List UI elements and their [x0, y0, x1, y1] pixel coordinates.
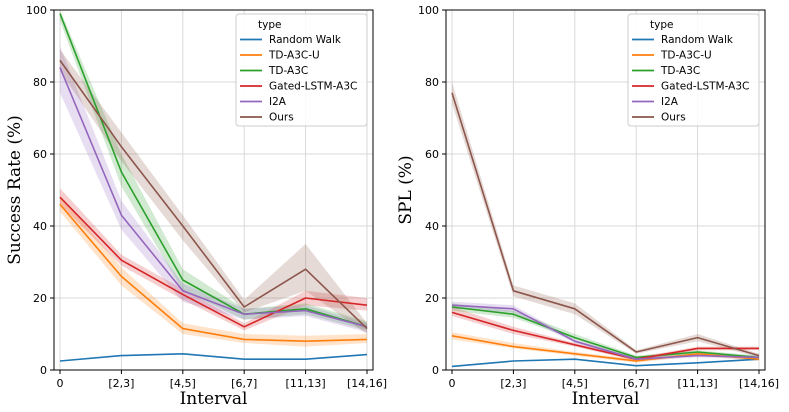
legend-entry: Ours — [269, 112, 294, 124]
x-tick-label: [6,7] — [623, 377, 649, 390]
series-line-i2a — [451, 304, 760, 361]
x-tick-label: [4,5] — [562, 377, 588, 390]
x-tick-label: [11,13] — [286, 377, 326, 390]
x-tick-label: 0 — [449, 377, 456, 390]
y-tick-label: 0 — [432, 364, 439, 377]
y-tick-label: 60 — [33, 148, 47, 161]
plot-frame — [445, 9, 766, 371]
x-axis-label: Interval — [180, 389, 248, 408]
band-td-a3c-u — [60, 195, 367, 347]
x-tick-label: [14,16] — [739, 377, 779, 390]
y-tick-label: 20 — [425, 292, 439, 305]
legend-entry: Ours — [661, 112, 686, 124]
legend-entry: TD-A3C-U — [660, 50, 712, 62]
series-line-gated-lstm-a3c — [451, 311, 759, 361]
legend-title: type — [258, 19, 281, 31]
series-line-random-walk — [59, 352, 368, 362]
series-line-ours — [59, 59, 368, 330]
legend-entry: TD-A3C — [660, 65, 700, 77]
y-tick-label: 60 — [425, 148, 439, 161]
legend-entry: I2A — [269, 96, 287, 108]
y-tick-label: 100 — [26, 4, 47, 17]
legend-entry: Random Walk — [661, 34, 734, 46]
series-line-td-a3c — [451, 306, 760, 359]
y-tick-label: 80 — [425, 76, 439, 89]
legend-box — [627, 13, 760, 127]
series-line-td-a3c — [59, 13, 368, 328]
y-tick-label: 0 — [40, 364, 47, 377]
x-axis-label: Interval — [572, 389, 640, 408]
legend-entry: Random Walk — [269, 34, 342, 46]
spl-chart: 0 20 40 60 80 100 0 [2,3] [4,5] [6,7] [11,13] [14,1… — [396, 4, 779, 409]
x-tick-label: [11,13] — [678, 377, 718, 390]
x-tick-label: [6,7] — [231, 377, 257, 390]
series-line-gated-lstm-a3c — [59, 196, 368, 328]
series-line-random-walk — [451, 358, 760, 368]
x-tick-label: [4,5] — [170, 377, 196, 390]
band-ours — [60, 49, 367, 334]
legend-box — [235, 13, 368, 127]
y-axis-label: Success Rate (%) — [5, 115, 25, 265]
y-axis-label: SPL (%) — [396, 155, 416, 224]
legend-entry: TD-A3C — [268, 65, 308, 77]
series-line-ours — [451, 92, 760, 357]
x-tick-label: [14,16] — [347, 377, 387, 390]
legend-entry: Gated-LSTM-A3C — [661, 81, 749, 93]
plot-frame — [53, 9, 374, 371]
series-line-i2a — [59, 67, 368, 328]
series-line-td-a3c-u — [59, 203, 368, 343]
legend-entry: I2A — [661, 96, 679, 108]
legend-title: type — [650, 19, 673, 31]
legend-entry: Gated-LSTM-A3C — [269, 81, 357, 93]
success-rate-chart: 0 20 40 60 80 100 0 [2,3] [4,5] [6,7] [11,13] [14,1… — [5, 4, 387, 409]
x-tick-label: [2,3] — [500, 377, 526, 390]
x-tick-label: [2,3] — [108, 377, 134, 390]
x-tick-label: 0 — [57, 377, 64, 390]
y-tick-label: 40 — [33, 220, 47, 233]
y-tick-label: 40 — [425, 220, 439, 233]
y-tick-label: 80 — [33, 76, 47, 89]
legend-entry: TD-A3C-U — [268, 50, 320, 62]
y-tick-label: 20 — [33, 292, 47, 305]
series-line-td-a3c-u — [451, 335, 760, 362]
y-tick-label: 100 — [418, 4, 439, 17]
